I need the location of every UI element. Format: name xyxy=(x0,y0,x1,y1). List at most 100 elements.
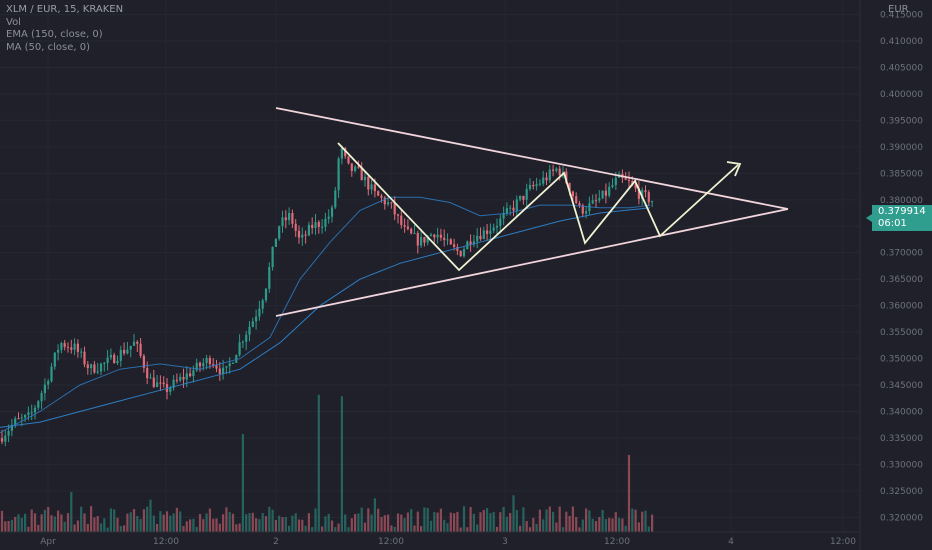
candle-body xyxy=(347,156,350,164)
volume-bar xyxy=(192,518,195,532)
candle-body xyxy=(198,362,202,367)
candle-body xyxy=(182,376,185,380)
volume-bar xyxy=(585,508,588,532)
volume-bar xyxy=(83,513,86,532)
candle-body xyxy=(215,365,218,369)
candle-body xyxy=(519,195,522,200)
candle-body xyxy=(208,357,211,365)
candle-body xyxy=(126,349,129,354)
candle-body xyxy=(192,370,195,377)
indicator-ema[interactable]: EMA (150, close, 0) xyxy=(6,29,103,40)
candle-body xyxy=(245,334,248,342)
volume-bar xyxy=(307,513,310,532)
price-tick-label: 0.400000 xyxy=(880,90,923,100)
volume-bar xyxy=(515,510,518,532)
volume-bar xyxy=(103,518,106,532)
indicator-volume[interactable]: Vol xyxy=(6,16,21,28)
candle-body xyxy=(363,176,367,181)
currency-label[interactable]: EUR xyxy=(888,4,909,15)
volume-bar xyxy=(165,511,169,532)
candle-body xyxy=(258,308,261,317)
volume-bar xyxy=(598,517,601,532)
candle-body xyxy=(383,197,386,205)
volume-bar xyxy=(581,519,584,532)
candle-body xyxy=(90,364,93,369)
candle-body xyxy=(489,230,492,234)
volume-bar xyxy=(413,525,416,532)
candle-body xyxy=(103,363,106,365)
candle-body xyxy=(522,195,525,200)
candle-body xyxy=(20,417,23,419)
candle-body xyxy=(195,362,198,371)
volume-bar xyxy=(33,513,37,532)
candle-body xyxy=(40,393,43,402)
volume-bar xyxy=(614,512,617,532)
volume-bar xyxy=(317,394,320,532)
candle-body xyxy=(472,241,475,245)
candle-body xyxy=(268,267,271,289)
candle-body xyxy=(278,226,281,239)
price-tick-label: 0.355000 xyxy=(880,328,923,338)
symbol-title[interactable]: XLM / EUR, 15, KRAKEN xyxy=(6,4,124,15)
volume-bar xyxy=(294,513,297,532)
volume-bar xyxy=(37,524,40,532)
candle-body xyxy=(30,412,33,414)
candle-body xyxy=(495,225,499,228)
volume-bar xyxy=(499,512,502,532)
candle-body xyxy=(608,186,611,196)
volume-bar xyxy=(57,510,60,532)
candle-body xyxy=(446,239,449,241)
price-axis[interactable]: 0.320000 0.325000 0.330000 0.335000 0.340000… xyxy=(859,0,923,550)
volume-bar xyxy=(264,516,268,532)
candle-body xyxy=(162,382,165,385)
price-tick-label: 0.340000 xyxy=(880,408,923,418)
volume-bar xyxy=(126,513,129,532)
candle-body xyxy=(149,377,152,379)
candle-body xyxy=(377,191,380,196)
volume-bar xyxy=(552,511,555,532)
candle-body xyxy=(403,225,406,227)
volume-bar xyxy=(618,517,621,532)
volume-bar xyxy=(304,525,307,532)
volume-bar xyxy=(129,512,132,532)
volume-bar xyxy=(611,518,614,532)
volume-bar xyxy=(47,507,50,532)
volume-bar xyxy=(324,516,327,532)
volume-bar xyxy=(66,513,70,532)
volume-bar xyxy=(624,525,627,532)
volume-bar xyxy=(149,499,152,532)
price-tick-label: 0.385000 xyxy=(880,169,923,179)
candle-body xyxy=(479,235,482,240)
volume-bar xyxy=(621,518,624,532)
ma-line xyxy=(0,196,651,434)
pattern-drawings[interactable] xyxy=(275,107,789,317)
volume-bar xyxy=(222,514,225,532)
volume-bar xyxy=(558,506,561,532)
volume-bar xyxy=(327,513,330,532)
candle-body xyxy=(459,250,462,257)
candle-body xyxy=(139,343,142,356)
volume-bar xyxy=(113,509,116,532)
volume-bar xyxy=(627,455,631,532)
time-tick-label: 12:00 xyxy=(604,537,630,547)
volume-bar xyxy=(251,512,254,532)
volume-bar xyxy=(482,509,485,532)
volume-bar xyxy=(396,513,400,532)
indicator-ma[interactable]: MA (50, close, 0) xyxy=(6,41,91,53)
volume-bar xyxy=(535,523,538,532)
candle-body xyxy=(202,363,205,367)
candle-body xyxy=(568,183,571,192)
candle-body xyxy=(142,355,145,368)
volume-bar xyxy=(578,527,581,532)
volume-bar xyxy=(594,520,598,532)
candle-body xyxy=(156,382,159,387)
candle-body xyxy=(492,227,495,231)
volume-bar xyxy=(505,516,508,532)
volume-bar xyxy=(634,509,637,532)
price-tick-label: 0.325000 xyxy=(880,487,923,497)
candle-body xyxy=(327,216,330,219)
triangle-lower-line xyxy=(275,208,789,317)
time-axis[interactable]: Apr 12:00 2 12:00 3 12:00 4 12:00 xyxy=(0,531,860,547)
